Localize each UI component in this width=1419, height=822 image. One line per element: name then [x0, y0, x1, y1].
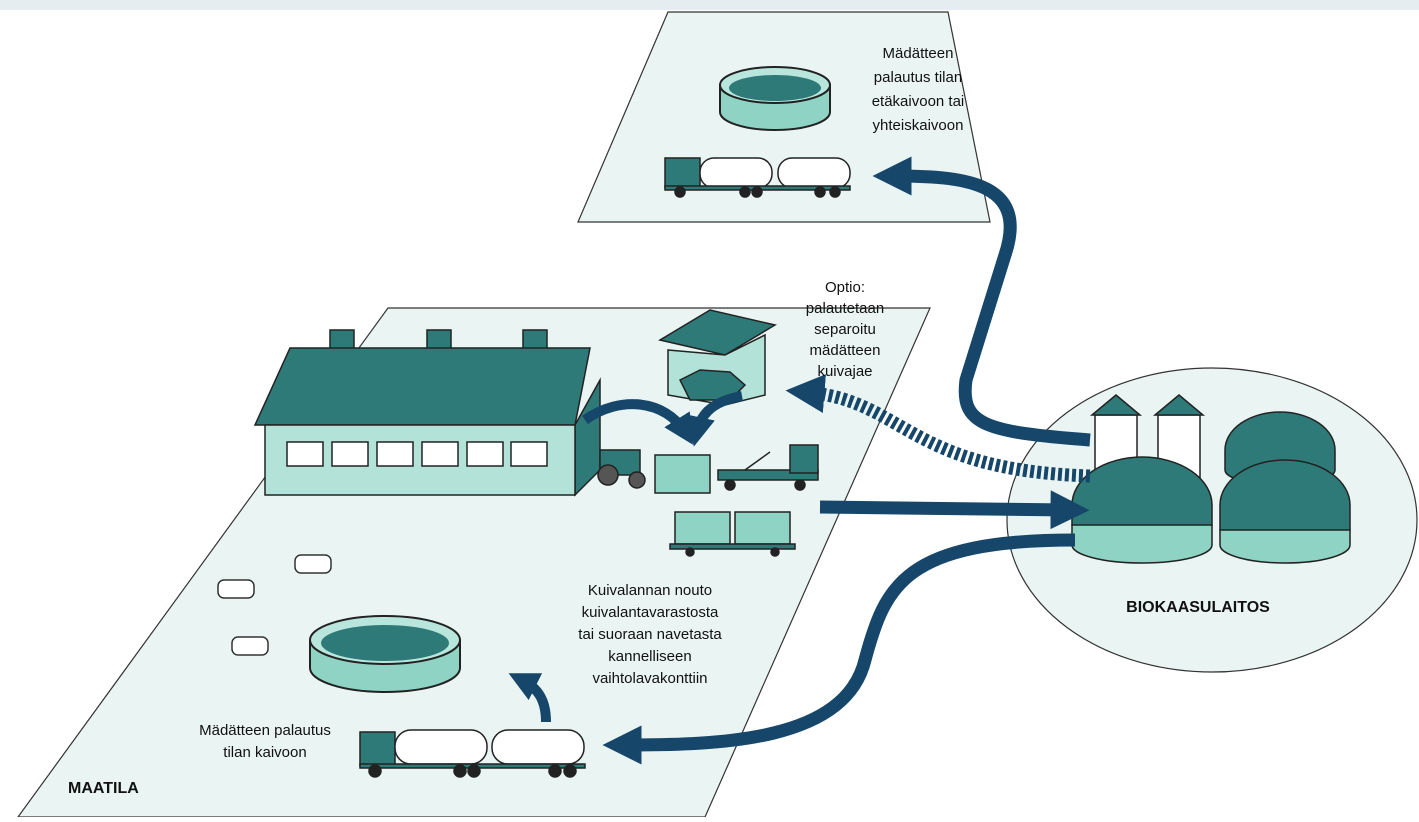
label-line: kannelliseen: [608, 648, 691, 665]
arrow-remote: [872, 156, 1091, 447]
label-line: palautetaan: [806, 300, 884, 317]
arrow-shed: [685, 391, 744, 447]
label-line: vaihtolavakonttiin: [592, 670, 707, 687]
farm-tank: [309, 615, 461, 693]
remote-truck: [664, 157, 851, 198]
labels: Mädätteen palautus tilan etäkaivoon tai yht…: [68, 45, 1270, 797]
label-line: Mädätteen: [883, 45, 954, 62]
label-line: palautus tilan: [874, 69, 962, 86]
remote-tank: [719, 66, 831, 131]
arrow-to-plant: [819, 490, 1090, 530]
label-line: Mädätteen palautus: [199, 722, 331, 739]
arrows: [508, 156, 1091, 765]
label-line: Kuivalannan nouto: [588, 582, 712, 599]
biogas-plant: [1071, 394, 1351, 564]
machinery: [597, 444, 819, 557]
label-line: mädätteen: [810, 342, 881, 359]
arrow-barn: [582, 399, 693, 445]
arrow-tank: [508, 673, 551, 723]
label-line: tai suoraan navetasta: [578, 626, 722, 643]
shed: [658, 309, 777, 406]
cows: [217, 554, 332, 656]
label-line: Optio:: [825, 279, 865, 296]
label-line: tilan kaivoon: [223, 744, 306, 761]
farm-truck: [359, 729, 586, 778]
arrow-farm-return: [602, 533, 1076, 765]
label-line: yhteiskaivoon: [873, 117, 964, 134]
barn: [253, 329, 601, 497]
label-line: kuivajae: [817, 363, 872, 380]
arrow-option: [785, 374, 1091, 483]
top-band: [0, 0, 1419, 10]
label-line: etäkaivoon tai: [872, 93, 965, 110]
label-line: kuivalantavarastosta: [582, 604, 719, 621]
label-line: separoitu: [814, 321, 876, 338]
label-line: BIOKAASULAITOS: [1126, 599, 1270, 616]
label-line: MAATILA: [68, 780, 139, 797]
